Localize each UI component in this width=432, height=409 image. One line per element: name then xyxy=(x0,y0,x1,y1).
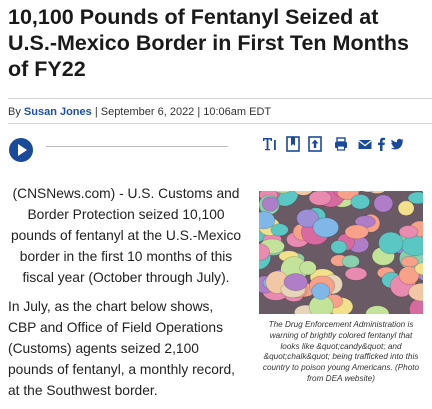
byline: By Susan Jones | September 6, 2022 | 10:… xyxy=(8,106,271,118)
pill xyxy=(299,260,317,276)
pill xyxy=(408,282,423,302)
facebook-icon[interactable] xyxy=(376,136,390,152)
pill xyxy=(341,254,360,269)
pill xyxy=(362,191,374,193)
pill xyxy=(283,273,309,292)
bookmark-icon[interactable] xyxy=(286,136,300,152)
pill xyxy=(365,305,390,314)
divider xyxy=(8,123,432,124)
pill xyxy=(378,231,404,255)
play-button[interactable] xyxy=(9,138,33,162)
pill xyxy=(344,267,368,281)
pill xyxy=(261,196,279,212)
pill xyxy=(398,266,420,285)
pills-image xyxy=(259,191,423,314)
share-icon[interactable] xyxy=(308,136,322,152)
article-title: 10,100 Pounds of Fentanyl Seized at U.S.… xyxy=(8,5,409,81)
email-icon[interactable] xyxy=(358,136,372,152)
pill xyxy=(344,224,369,240)
pill xyxy=(273,191,292,194)
byline-date: | September 6, 2022 | 10:06am EDT xyxy=(91,106,272,118)
print-icon[interactable] xyxy=(334,136,348,152)
byline-prefix: By xyxy=(8,106,24,118)
audio-progress-track[interactable] xyxy=(46,146,228,147)
pill xyxy=(350,194,371,210)
fentanyl-pills-photo[interactable] xyxy=(259,191,423,314)
paragraph-2: In July, as the chart below shows, CBP a… xyxy=(8,299,236,398)
twitter-icon[interactable] xyxy=(390,136,404,152)
pill xyxy=(330,240,348,255)
pill xyxy=(296,208,320,228)
paragraph-1: (CNSNews.com) - U.S. Customs and Border … xyxy=(10,186,242,285)
pill xyxy=(259,243,271,261)
pill xyxy=(373,194,394,213)
pill xyxy=(407,191,423,205)
pill xyxy=(293,191,313,196)
author-link[interactable]: Susan Jones xyxy=(23,106,92,118)
pill xyxy=(270,223,289,237)
pill xyxy=(397,200,415,217)
pill xyxy=(400,255,419,268)
pill xyxy=(414,262,423,276)
pill xyxy=(311,282,331,300)
image-caption: The Drug Enforcement Administration is w… xyxy=(262,320,420,383)
pill xyxy=(368,191,386,194)
pill xyxy=(308,191,332,206)
pill xyxy=(398,225,419,239)
pill xyxy=(401,235,423,257)
pill xyxy=(312,217,340,238)
pill xyxy=(420,191,423,193)
divider xyxy=(8,98,432,99)
article-body: (CNSNews.com) - U.S. Customs and Border … xyxy=(8,183,244,409)
pill xyxy=(259,211,276,230)
text-size-icon[interactable] xyxy=(262,136,276,152)
